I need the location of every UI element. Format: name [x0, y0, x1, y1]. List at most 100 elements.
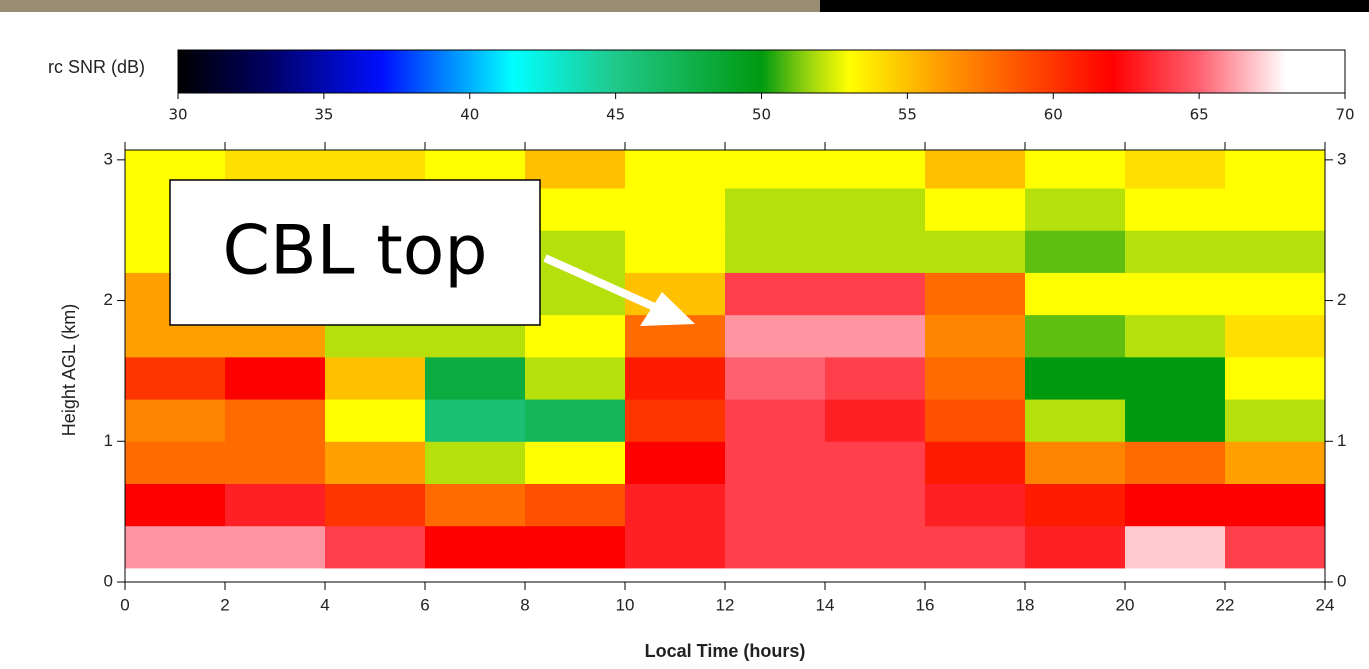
heatmap-cell: [225, 357, 326, 400]
y-tick-label-right: 0: [1337, 571, 1346, 590]
heatmap-cell: [925, 315, 1026, 358]
x-tick-label: 14: [816, 595, 835, 614]
x-tick-label: 2: [220, 595, 229, 614]
heatmap-cell: [725, 230, 826, 273]
heatmap-cell: [925, 399, 1026, 442]
heatmap-cell: [725, 315, 826, 358]
heatmap-cell: [425, 526, 526, 569]
colorbar: 303540455055606570: [168, 50, 1354, 124]
heatmap-cell: [1225, 441, 1326, 484]
heatmap-cell: [725, 357, 826, 400]
heatmap-cell: [1225, 230, 1326, 273]
heatmap-cell: [1225, 483, 1326, 526]
heatmap-cell: [725, 441, 826, 484]
heatmap-cell: [825, 441, 926, 484]
heatmap-cell: [1225, 315, 1326, 358]
heatmap-cell: [925, 188, 1026, 231]
heatmap-cell: [325, 357, 426, 400]
colorbar-tick-label: 40: [460, 106, 479, 124]
colorbar-tick-label: 65: [1190, 106, 1209, 124]
heatmap-cell: [125, 357, 226, 400]
y-tick-label-right: 1: [1337, 431, 1346, 450]
heatmap-cell: [1025, 526, 1126, 569]
heatmap-cell: [1125, 315, 1226, 358]
heatmap-cell: [725, 399, 826, 442]
y-tick-label: 0: [104, 571, 113, 590]
heatmap-cell: [725, 150, 826, 188]
heatmap-cell: [1025, 272, 1126, 315]
heatmap-cell: [1025, 399, 1126, 442]
heatmap-cell: [925, 357, 1026, 400]
photo-strip: [0, 0, 820, 12]
heatmap-cell: [1025, 188, 1126, 231]
heatmap-cell: [925, 526, 1026, 569]
heatmap-cell: [1025, 357, 1126, 400]
colorbar-tick-label: 70: [1335, 106, 1354, 124]
colorbar-tick-label: 50: [752, 106, 771, 124]
colorbar-label: rc SNR (dB): [48, 57, 145, 77]
heatmap-cell: [825, 526, 926, 569]
x-axis-label: Local Time (hours): [645, 641, 806, 661]
colorbar-tick-label: 60: [1044, 106, 1063, 124]
y-axis-label: Height AGL (km): [59, 304, 79, 436]
heatmap-cell: [625, 230, 726, 273]
heatmap-cell: [825, 272, 926, 315]
colorbar-tick-label: 30: [168, 106, 187, 124]
heatmap-cell: [225, 399, 326, 442]
x-tick-label: 12: [716, 595, 735, 614]
heatmap-cell: [325, 441, 426, 484]
x-tick-label: 8: [520, 595, 529, 614]
x-tick-label: 10: [616, 595, 635, 614]
heatmap-cell: [1225, 526, 1326, 569]
heatmap-cell: [1225, 272, 1326, 315]
heatmap-cell: [1225, 357, 1326, 400]
heatmap-cell: [425, 357, 526, 400]
heatmap-cell: [1125, 483, 1226, 526]
heatmap-cell: [525, 399, 626, 442]
heatmap-cell: [425, 441, 526, 484]
heatmap-cell: [125, 483, 226, 526]
heatmap-cell: [625, 441, 726, 484]
x-tick-label: 18: [1016, 595, 1035, 614]
annotation-text: CBL top: [222, 212, 487, 291]
colorbar-tick-label: 55: [898, 106, 917, 124]
heatmap-cell: [625, 399, 726, 442]
heatmap-cell: [625, 526, 726, 569]
black-strip: [820, 0, 1369, 12]
heatmap-cell: [825, 150, 926, 188]
y-tick-label: 3: [104, 149, 113, 168]
heatmap-cell: [1125, 441, 1226, 484]
heatmap-cell: [1125, 399, 1226, 442]
heatmap-cell: [825, 315, 926, 358]
x-tick-label: 4: [320, 595, 329, 614]
heatmap-cell: [725, 483, 826, 526]
heatmap-cell: [1125, 230, 1226, 273]
heatmap-cell: [925, 483, 1026, 526]
heatmap-cell: [1025, 441, 1126, 484]
heatmap-cell: [625, 357, 726, 400]
y-tick-label: 2: [104, 290, 113, 309]
colorbar-tick-label: 45: [606, 106, 625, 124]
y-tick-label-right: 2: [1337, 290, 1346, 309]
heatmap-cell: [525, 526, 626, 569]
heatmap-cell: [825, 230, 926, 273]
heatmap-cell: [1025, 483, 1126, 526]
x-tick-label: 22: [1216, 595, 1235, 614]
heatmap-cell: [525, 357, 626, 400]
heatmap-cell: [525, 483, 626, 526]
heatmap-cell: [1225, 150, 1326, 188]
heatmap-cell: [1225, 399, 1326, 442]
heatmap-cell: [1125, 188, 1226, 231]
heatmap-cell: [625, 483, 726, 526]
heatmap-cell: [925, 230, 1026, 273]
colorbar-rect: [178, 50, 1345, 93]
x-tick-label: 6: [420, 595, 429, 614]
heatmap-cell: [825, 399, 926, 442]
heatmap-cell: [125, 526, 226, 569]
heatmap-cell: [825, 357, 926, 400]
heatmap-cell: [225, 483, 326, 526]
heatmap-cell: [925, 441, 1026, 484]
heatmap-cell: [1025, 150, 1126, 188]
heatmap-cell: [225, 441, 326, 484]
